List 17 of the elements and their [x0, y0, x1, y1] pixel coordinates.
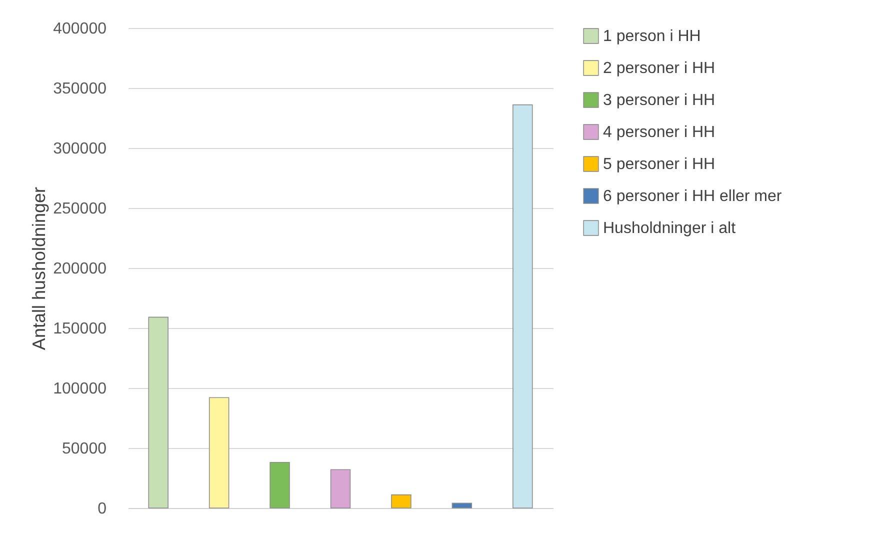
- y-tick-label: 50000: [62, 440, 107, 458]
- y-axis-title: Antall husholdninger: [29, 186, 50, 350]
- legend-label: 2 personer i HH: [603, 60, 716, 77]
- y-tick-label: 400000: [53, 20, 107, 38]
- legend-label: 6 personer i HH eller mer: [603, 188, 782, 205]
- y-tick-label: 300000: [53, 140, 107, 158]
- legend-label: 5 personer i HH: [603, 156, 716, 173]
- y-tick-label: 150000: [53, 320, 107, 338]
- y-tick-label: 350000: [53, 80, 107, 98]
- y-tick-label: 0: [98, 500, 107, 518]
- legend-label: Husholdninger i alt: [603, 220, 736, 237]
- legend-label: 4 personer i HH: [603, 124, 716, 141]
- y-tick-label: 250000: [53, 200, 107, 218]
- legend-label: 1 person i HH: [603, 28, 701, 45]
- y-tick-label: 100000: [53, 380, 107, 398]
- y-tick-label: 200000: [53, 260, 107, 278]
- legend-label: 3 personer i HH: [603, 92, 716, 109]
